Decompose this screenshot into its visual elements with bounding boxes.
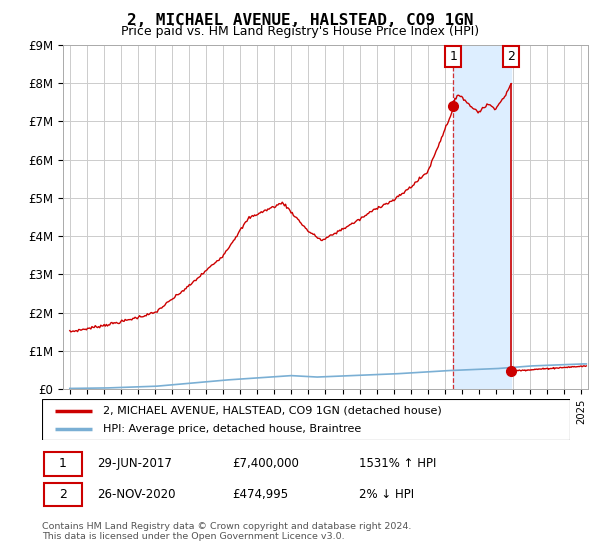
Bar xyxy=(454,45,511,389)
Text: 1: 1 xyxy=(449,50,457,63)
Text: Price paid vs. HM Land Registry's House Price Index (HPI): Price paid vs. HM Land Registry's House … xyxy=(121,25,479,38)
FancyBboxPatch shape xyxy=(44,452,82,476)
Text: 26-NOV-2020: 26-NOV-2020 xyxy=(97,488,176,501)
Text: 2% ↓ HPI: 2% ↓ HPI xyxy=(359,488,414,501)
Text: HPI: Average price, detached house, Braintree: HPI: Average price, detached house, Brai… xyxy=(103,424,361,434)
FancyBboxPatch shape xyxy=(42,399,570,440)
Text: 2: 2 xyxy=(59,488,67,501)
Text: £474,995: £474,995 xyxy=(232,488,288,501)
Text: 2: 2 xyxy=(508,50,515,63)
Text: £7,400,000: £7,400,000 xyxy=(232,458,299,470)
Text: Contains HM Land Registry data © Crown copyright and database right 2024.
This d: Contains HM Land Registry data © Crown c… xyxy=(42,522,412,542)
FancyBboxPatch shape xyxy=(44,483,82,506)
Text: 29-JUN-2017: 29-JUN-2017 xyxy=(97,458,172,470)
Text: 1: 1 xyxy=(59,458,67,470)
Text: 2, MICHAEL AVENUE, HALSTEAD, CO9 1GN (detached house): 2, MICHAEL AVENUE, HALSTEAD, CO9 1GN (de… xyxy=(103,405,442,416)
Text: 1531% ↑ HPI: 1531% ↑ HPI xyxy=(359,458,436,470)
Text: 2, MICHAEL AVENUE, HALSTEAD, CO9 1GN: 2, MICHAEL AVENUE, HALSTEAD, CO9 1GN xyxy=(127,13,473,28)
